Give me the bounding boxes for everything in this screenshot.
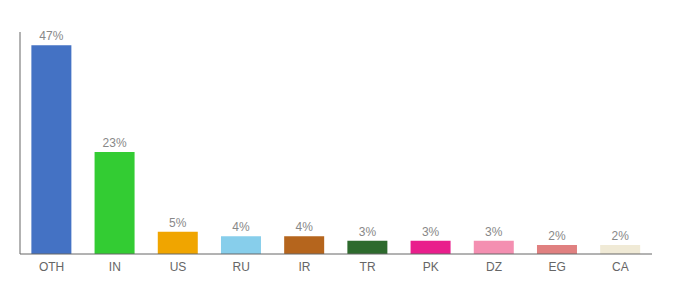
svg-text:US: US	[170, 260, 187, 274]
svg-text:OTH: OTH	[39, 260, 64, 274]
svg-text:4%: 4%	[232, 220, 250, 234]
svg-text:CA: CA	[612, 260, 629, 274]
svg-text:2%: 2%	[612, 229, 630, 243]
svg-text:4%: 4%	[296, 220, 314, 234]
svg-text:47%: 47%	[39, 29, 63, 43]
svg-text:3%: 3%	[485, 225, 503, 239]
svg-text:TR: TR	[360, 260, 376, 274]
svg-text:PK: PK	[423, 260, 439, 274]
svg-text:IR: IR	[298, 260, 310, 274]
svg-text:3%: 3%	[359, 225, 377, 239]
svg-text:2%: 2%	[548, 229, 566, 243]
svg-text:RU: RU	[233, 260, 250, 274]
svg-text:5%: 5%	[169, 216, 187, 230]
svg-text:3%: 3%	[422, 225, 440, 239]
svg-text:23%: 23%	[103, 136, 127, 150]
svg-text:EG: EG	[549, 260, 566, 274]
svg-text:IN: IN	[109, 260, 121, 274]
svg-text:DZ: DZ	[486, 260, 502, 274]
